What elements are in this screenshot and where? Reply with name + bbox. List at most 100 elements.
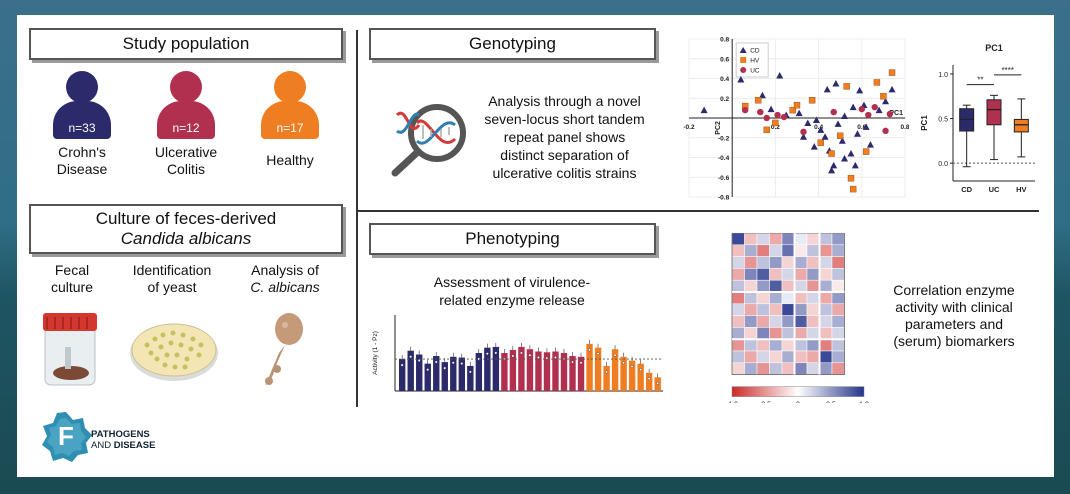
heatmap-cell [794,350,808,364]
pca-point-cd [700,106,708,114]
bar-hv [628,360,636,391]
heatmap-cell [806,256,820,269]
pca-point-cd [776,72,784,79]
pca-point-cd [795,109,803,117]
heatmap-cell [731,279,745,293]
box-y-tick: 0.5 [938,117,948,124]
heatmap-cell [831,233,845,246]
box-title: PC1 [985,43,1003,53]
pca-point-cd [841,154,849,162]
heatmap-cell [781,256,795,269]
pca-legend-marker [740,67,747,73]
candida-cell-icon [265,313,303,385]
heatmap-cell [744,362,758,375]
bar-uc [535,351,542,391]
bar-point [426,368,430,372]
heatmap-cell [819,338,833,352]
bar-point [417,359,421,362]
pca-x-tick: 0.4 [814,124,823,131]
pca-point-hv [828,150,835,157]
figure-panel: Study population n=33 n=12 n=17 Crohn's D… [17,15,1054,477]
bar-point [596,352,600,356]
heatmap-cell [819,279,833,293]
heatmap-cell [819,350,833,364]
pca-point-uc [865,111,872,119]
pca-point-hv [843,83,850,90]
heatmap-cell [794,244,808,257]
heatmap-cell [781,327,795,340]
heatmap-cell [806,327,820,340]
pca-point-hv [873,79,881,86]
heatmap-cell [744,350,758,364]
pca-point-cd [799,133,807,140]
genotyping-header: Genotyping [369,28,656,60]
pca-point-cd [804,119,812,126]
bar-point [630,365,634,368]
heatmap-cell [819,362,833,375]
bar-cd [433,356,440,391]
heatmap-cell [781,338,795,352]
heatmap-cell [756,362,770,375]
heatmap-cell [806,291,820,305]
uc-label: Ulcerative Colitis [154,144,218,177]
pca-legend-label: UC [750,68,760,75]
pca-y-tick: -0.6 [718,175,730,182]
pca-point-cd [767,105,775,113]
heatmap-cell [769,244,783,257]
dna-magnifier-icon [391,104,466,177]
bar-cd [467,365,474,391]
heatmap-cell [831,303,845,316]
bar-cd [399,359,406,391]
journal-name: PATHOGENS AND DISEASE [91,429,156,451]
bar-cd [450,356,457,391]
heatmap-cell [806,244,820,257]
bar-uc [577,356,585,391]
bar-point [639,368,643,372]
heatmap-cell [819,268,833,281]
heatmap-cell [831,279,845,293]
heatmap-cell [744,233,758,246]
bar-point [656,381,660,385]
heatmap-cell [806,315,820,328]
heatmap-cell [819,315,833,328]
pca-y-tick: 0.4 [720,76,729,83]
heatmap-cell [831,315,845,328]
heatmap-cell [781,350,795,364]
bar-point [519,351,523,355]
pca-point-cd [737,75,745,83]
bar-point [528,353,532,357]
heatmap-colorbar-tick: -0.5 [759,402,771,403]
heatmap-cell [744,279,758,293]
pca-point-hv [862,148,870,155]
pca-point-cd [841,112,849,120]
box-category-label: UC [989,185,1000,194]
culture-title-line1: Culture of feces-derived [95,209,277,228]
pca-point-cd [810,143,818,150]
heatmap-cell [731,315,745,328]
bar-point [579,361,583,365]
bar-cd [458,357,465,391]
heatmap-cell [794,315,808,328]
pca-x-label: PC1 [889,110,903,117]
bar-cd [424,363,431,391]
heatmap-cell [769,256,783,269]
pca-point-cd [832,79,840,87]
heatmap-cell [769,338,783,352]
pca-y-tick: -0.2 [718,135,730,142]
genotyping-description: Analysis through a novel seven-locus sho… [484,93,645,181]
box-uc [986,99,1002,126]
heatmap-cell [781,279,795,293]
bar-point [400,363,404,367]
heatmap-cell [781,233,795,246]
pca-x-tick: 0.8 [900,124,909,131]
pca-point-hv [817,139,824,146]
heatmap-cell [756,350,770,364]
heatmap-cell [731,291,745,305]
pca-point-cd [849,103,857,111]
bar-uc [526,349,534,391]
bar-point [588,348,591,352]
heatmap-cell [781,268,795,281]
uc-count: n=12 [172,121,200,135]
pca-y-tick: -0.4 [718,155,730,162]
